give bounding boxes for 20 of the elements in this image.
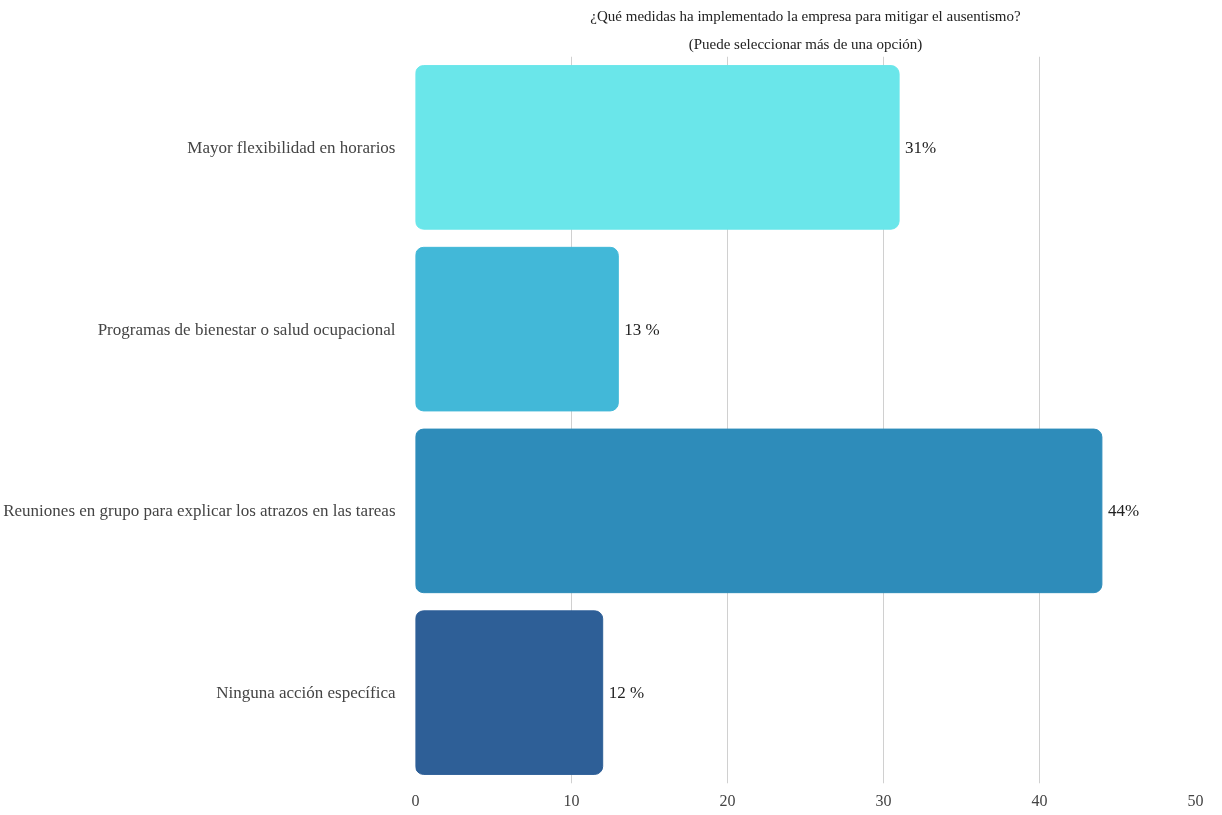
data-label: 31% xyxy=(905,137,937,157)
x-tick-label: 10 xyxy=(563,791,580,809)
bar xyxy=(415,246,619,412)
y-tick-label: Reuniones en grupo para explicar los atrazos en las tareas xyxy=(3,501,396,521)
y-tick-label: Mayor flexibilidad en horarios xyxy=(187,137,396,157)
x-tick-label: 20 xyxy=(719,791,736,809)
y-tick-label: Ninguna acción específica xyxy=(216,683,396,703)
x-tick-label: 40 xyxy=(1031,791,1048,809)
data-label: 12 % xyxy=(608,683,645,703)
chart-subtitle: (Puede seleccionar más de una opción) xyxy=(688,35,923,53)
chart-title: ¿Qué medidas ha implementado la empresa para mitigar el ausentismo? xyxy=(590,7,1021,24)
bar xyxy=(415,610,604,775)
bar xyxy=(415,428,1103,594)
x-tick-label: 0 xyxy=(411,791,420,809)
x-tick-label: 50 xyxy=(1187,791,1204,809)
x-tick-label: 30 xyxy=(875,791,892,809)
data-label: 13 % xyxy=(624,319,660,339)
bar xyxy=(415,65,900,230)
y-tick-label: Programas de bienestar o salud ocupacional xyxy=(97,319,396,339)
data-label: 44% xyxy=(1107,501,1140,521)
